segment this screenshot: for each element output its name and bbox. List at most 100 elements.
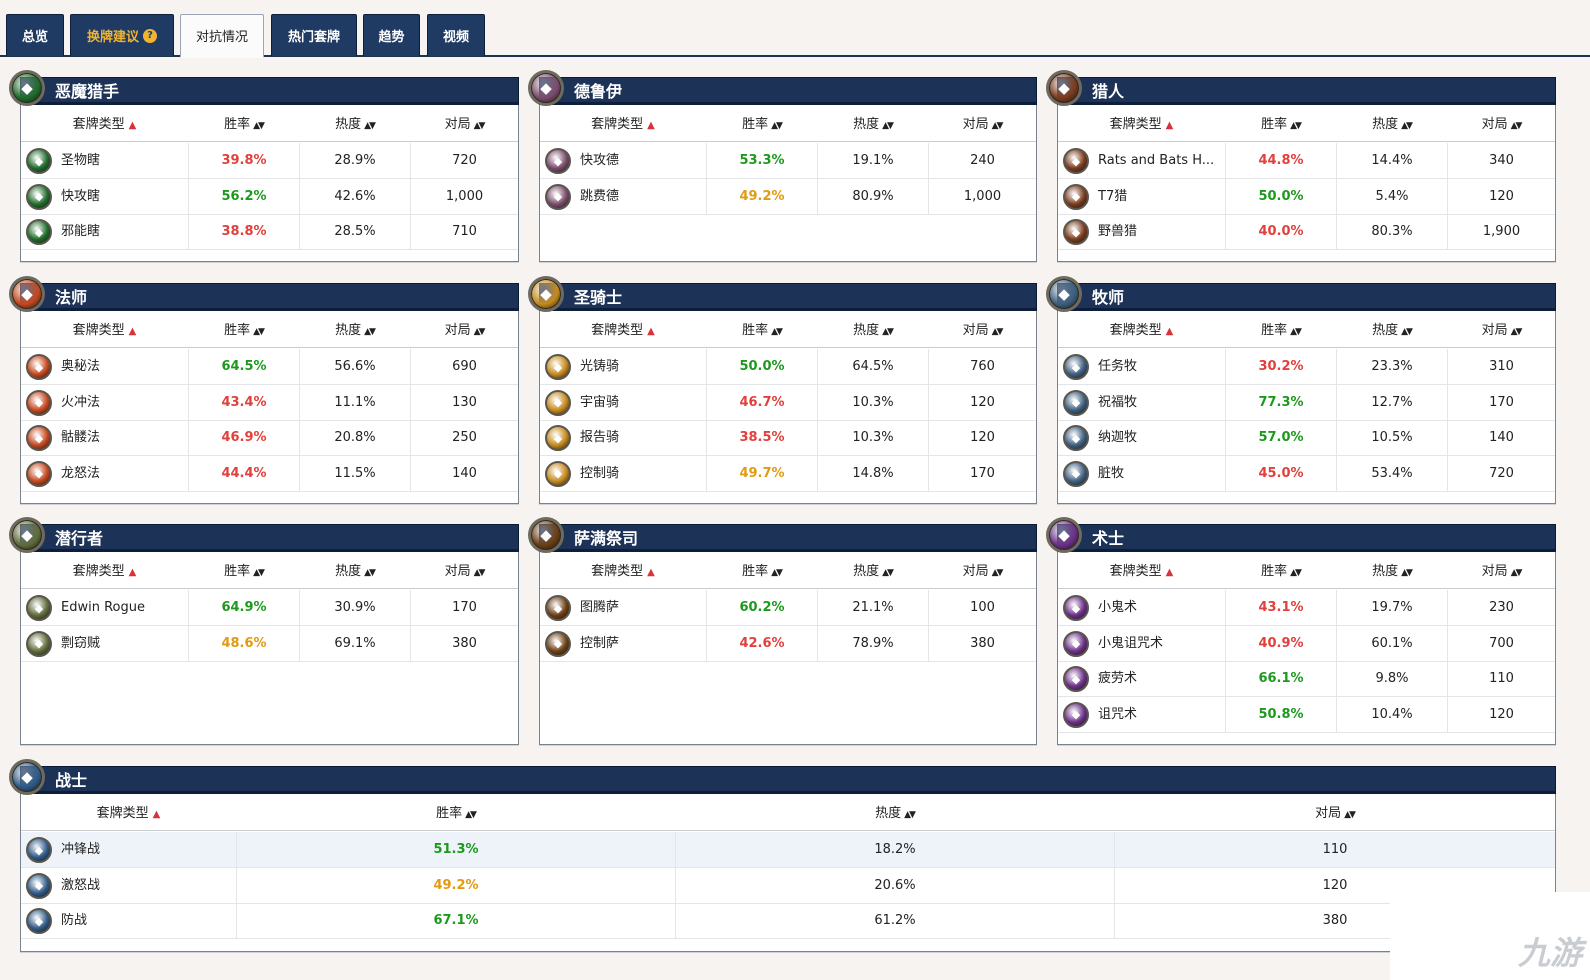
cell-deck[interactable]: ◆ 邪能瞎 xyxy=(21,214,188,249)
cell-deck[interactable]: ◆ 控制萨 xyxy=(540,626,706,661)
column-header-popularity[interactable]: 热度 ▲▼ xyxy=(299,314,410,348)
tab-mulligan[interactable]: 换牌建议? xyxy=(70,14,174,56)
table-row[interactable]: ◆ 图腾萨 60.2% 21.1% 100 xyxy=(540,590,1036,626)
table-row[interactable]: ◆ 祝福牧 77.3% 12.7% 170 xyxy=(1058,384,1555,421)
column-header-games[interactable]: 对局 ▲▼ xyxy=(410,314,518,348)
table-row[interactable]: ◆ 报告骑 38.5% 10.3% 120 xyxy=(540,420,1036,456)
column-header-popularity[interactable]: 热度 ▲▼ xyxy=(817,108,928,142)
column-header-winrate[interactable]: 胜率 ▲▼ xyxy=(188,108,299,142)
cell-deck[interactable]: ◆ 奥秘法 xyxy=(21,349,188,384)
column-header-games[interactable]: 对局 ▲▼ xyxy=(1114,797,1555,831)
column-header-games[interactable]: 对局 ▲▼ xyxy=(1447,555,1555,589)
column-header-popularity[interactable]: 热度 ▲▼ xyxy=(817,314,928,348)
column-header-games[interactable]: 对局 ▲▼ xyxy=(1447,108,1555,142)
cell-deck[interactable]: ◆ 快攻瞎 xyxy=(21,179,188,214)
column-header-games[interactable]: 对局 ▲▼ xyxy=(928,555,1036,589)
table-row[interactable]: ◆ 快攻德 53.3% 19.1% 240 xyxy=(540,143,1036,179)
column-header-deck[interactable]: 套牌类型 ▲ xyxy=(21,555,188,589)
table-row[interactable]: ◆ 疲劳术 66.1% 9.8% 110 xyxy=(1058,661,1555,697)
column-header-games[interactable]: 对局 ▲▼ xyxy=(928,108,1036,142)
cell-deck[interactable]: ◆ 脏牧 xyxy=(1058,456,1225,491)
column-header-games[interactable]: 对局 ▲▼ xyxy=(928,314,1036,348)
cell-deck[interactable]: ◆ 图腾萨 xyxy=(540,590,706,625)
column-header-popularity[interactable]: 热度 ▲▼ xyxy=(817,555,928,589)
table-row[interactable]: ◆ 纳迦牧 57.0% 10.5% 140 xyxy=(1058,420,1555,456)
tab-popular-decks[interactable]: 热门套牌 xyxy=(271,14,357,56)
table-row[interactable]: ◆ 控制萨 42.6% 78.9% 380 xyxy=(540,625,1036,662)
cell-deck[interactable]: ◆ 诅咒术 xyxy=(1058,697,1225,732)
table-row[interactable]: ◆ 骷髅法 46.9% 20.8% 250 xyxy=(21,420,518,456)
column-header-popularity[interactable]: 热度 ▲▼ xyxy=(1336,555,1447,589)
column-header-deck[interactable]: 套牌类型 ▲ xyxy=(1058,555,1225,589)
table-row[interactable]: ◆ 邪能瞎 38.8% 28.5% 710 xyxy=(21,214,518,250)
cell-deck[interactable]: ◆ 疲劳术 xyxy=(1058,661,1225,696)
column-header-winrate[interactable]: 胜率 ▲▼ xyxy=(706,314,817,348)
cell-deck[interactable]: ◆ 任务牧 xyxy=(1058,349,1225,384)
table-row[interactable]: ◆ 龙怒法 44.4% 11.5% 140 xyxy=(21,455,518,492)
column-header-games[interactable]: 对局 ▲▼ xyxy=(1447,314,1555,348)
table-row[interactable]: ◆ 防战 67.1% 61.2% 380 xyxy=(21,903,1555,939)
tab-videos[interactable]: 视频 xyxy=(427,14,485,56)
table-row[interactable]: ◆ 控制骑 49.7% 14.8% 170 xyxy=(540,455,1036,492)
table-row[interactable]: ◆ 圣物瞎 39.8% 28.9% 720 xyxy=(21,143,518,179)
tab-matchups[interactable]: 对抗情况 xyxy=(180,14,264,58)
cell-deck[interactable]: ◆ 圣物瞎 xyxy=(21,143,188,178)
cell-deck[interactable]: ◆ 跳费德 xyxy=(540,179,706,214)
table-row[interactable]: ◆ 诅咒术 50.8% 10.4% 120 xyxy=(1058,696,1555,733)
cell-deck[interactable]: ◆ 龙怒法 xyxy=(21,456,188,491)
table-row[interactable]: ◆ 剽窃贼 48.6% 69.1% 380 xyxy=(21,625,518,662)
table-row[interactable]: ◆ 脏牧 45.0% 53.4% 720 xyxy=(1058,455,1555,492)
cell-deck[interactable]: ◆ 小鬼诅咒术 xyxy=(1058,626,1225,661)
cell-deck[interactable]: ◆ 激怒战 xyxy=(21,868,236,903)
table-row[interactable]: ◆ T7猎 50.0% 5.4% 120 xyxy=(1058,178,1555,215)
column-header-winrate[interactable]: 胜率 ▲▼ xyxy=(236,797,675,831)
cell-deck[interactable]: ◆ 快攻德 xyxy=(540,143,706,178)
cell-deck[interactable]: ◆ 宇宙骑 xyxy=(540,385,706,420)
cell-deck[interactable]: ◆ Rats and Bats H... xyxy=(1058,143,1225,178)
table-row[interactable]: ◆ 光铸骑 50.0% 64.5% 760 xyxy=(540,349,1036,385)
table-row[interactable]: ◆ 野兽猎 40.0% 80.3% 1,900 xyxy=(1058,214,1555,250)
cell-deck[interactable]: ◆ 野兽猎 xyxy=(1058,214,1225,249)
cell-deck[interactable]: ◆ 控制骑 xyxy=(540,456,706,491)
column-header-deck[interactable]: 套牌类型 ▲ xyxy=(540,314,706,348)
table-row[interactable]: ◆ 火冲法 43.4% 11.1% 130 xyxy=(21,384,518,421)
cell-deck[interactable]: ◆ 小鬼术 xyxy=(1058,590,1225,625)
cell-deck[interactable]: ◆ 火冲法 xyxy=(21,385,188,420)
table-row[interactable]: ◆ 激怒战 49.2% 20.6% 120 xyxy=(21,867,1555,904)
table-row[interactable]: ◆ 小鬼术 43.1% 19.7% 230 xyxy=(1058,590,1555,626)
tab-overview[interactable]: 总览 xyxy=(6,14,64,56)
column-header-winrate[interactable]: 胜率 ▲▼ xyxy=(706,108,817,142)
column-header-popularity[interactable]: 热度 ▲▼ xyxy=(1336,314,1447,348)
column-header-winrate[interactable]: 胜率 ▲▼ xyxy=(706,555,817,589)
table-row[interactable]: ◆ 宇宙骑 46.7% 10.3% 120 xyxy=(540,384,1036,421)
cell-deck[interactable]: ◆ 纳迦牧 xyxy=(1058,420,1225,455)
cell-deck[interactable]: ◆ 冲锋战 xyxy=(21,832,236,867)
tab-trends[interactable]: 趋势 xyxy=(363,14,420,56)
table-row[interactable]: ◆ 奥秘法 64.5% 56.6% 690 xyxy=(21,349,518,385)
help-icon[interactable]: ? xyxy=(143,28,157,43)
column-header-deck[interactable]: 套牌类型 ▲ xyxy=(1058,314,1225,348)
table-row[interactable]: ◆ Rats and Bats H... 44.8% 14.4% 340 xyxy=(1058,143,1555,179)
cell-deck[interactable]: ◆ 祝福牧 xyxy=(1058,385,1225,420)
column-header-deck[interactable]: 套牌类型 ▲ xyxy=(1058,108,1225,142)
column-header-winrate[interactable]: 胜率 ▲▼ xyxy=(1225,108,1336,142)
column-header-winrate[interactable]: 胜率 ▲▼ xyxy=(1225,555,1336,589)
column-header-popularity[interactable]: 热度 ▲▼ xyxy=(1336,108,1447,142)
column-header-popularity[interactable]: 热度 ▲▼ xyxy=(299,108,410,142)
column-header-winrate[interactable]: 胜率 ▲▼ xyxy=(188,555,299,589)
column-header-deck[interactable]: 套牌类型 ▲ xyxy=(21,797,236,831)
cell-deck[interactable]: ◆ 防战 xyxy=(21,903,236,938)
table-row[interactable]: ◆ 快攻瞎 56.2% 42.6% 1,000 xyxy=(21,178,518,215)
column-header-games[interactable]: 对局 ▲▼ xyxy=(410,108,518,142)
column-header-deck[interactable]: 套牌类型 ▲ xyxy=(21,108,188,142)
cell-deck[interactable]: ◆ 骷髅法 xyxy=(21,420,188,455)
column-header-deck[interactable]: 套牌类型 ▲ xyxy=(540,555,706,589)
table-row[interactable]: ◆ 跳费德 49.2% 80.9% 1,000 xyxy=(540,178,1036,215)
cell-deck[interactable]: ◆ 报告骑 xyxy=(540,420,706,455)
table-row[interactable]: ◆ 任务牧 30.2% 23.3% 310 xyxy=(1058,349,1555,385)
column-header-winrate[interactable]: 胜率 ▲▼ xyxy=(188,314,299,348)
cell-deck[interactable]: ◆ 剽窃贼 xyxy=(21,626,188,661)
table-row[interactable]: ◆ 小鬼诅咒术 40.9% 60.1% 700 xyxy=(1058,625,1555,662)
cell-deck[interactable]: ◆ Edwin Rogue xyxy=(21,590,188,625)
column-header-popularity[interactable]: 热度 ▲▼ xyxy=(675,797,1114,831)
